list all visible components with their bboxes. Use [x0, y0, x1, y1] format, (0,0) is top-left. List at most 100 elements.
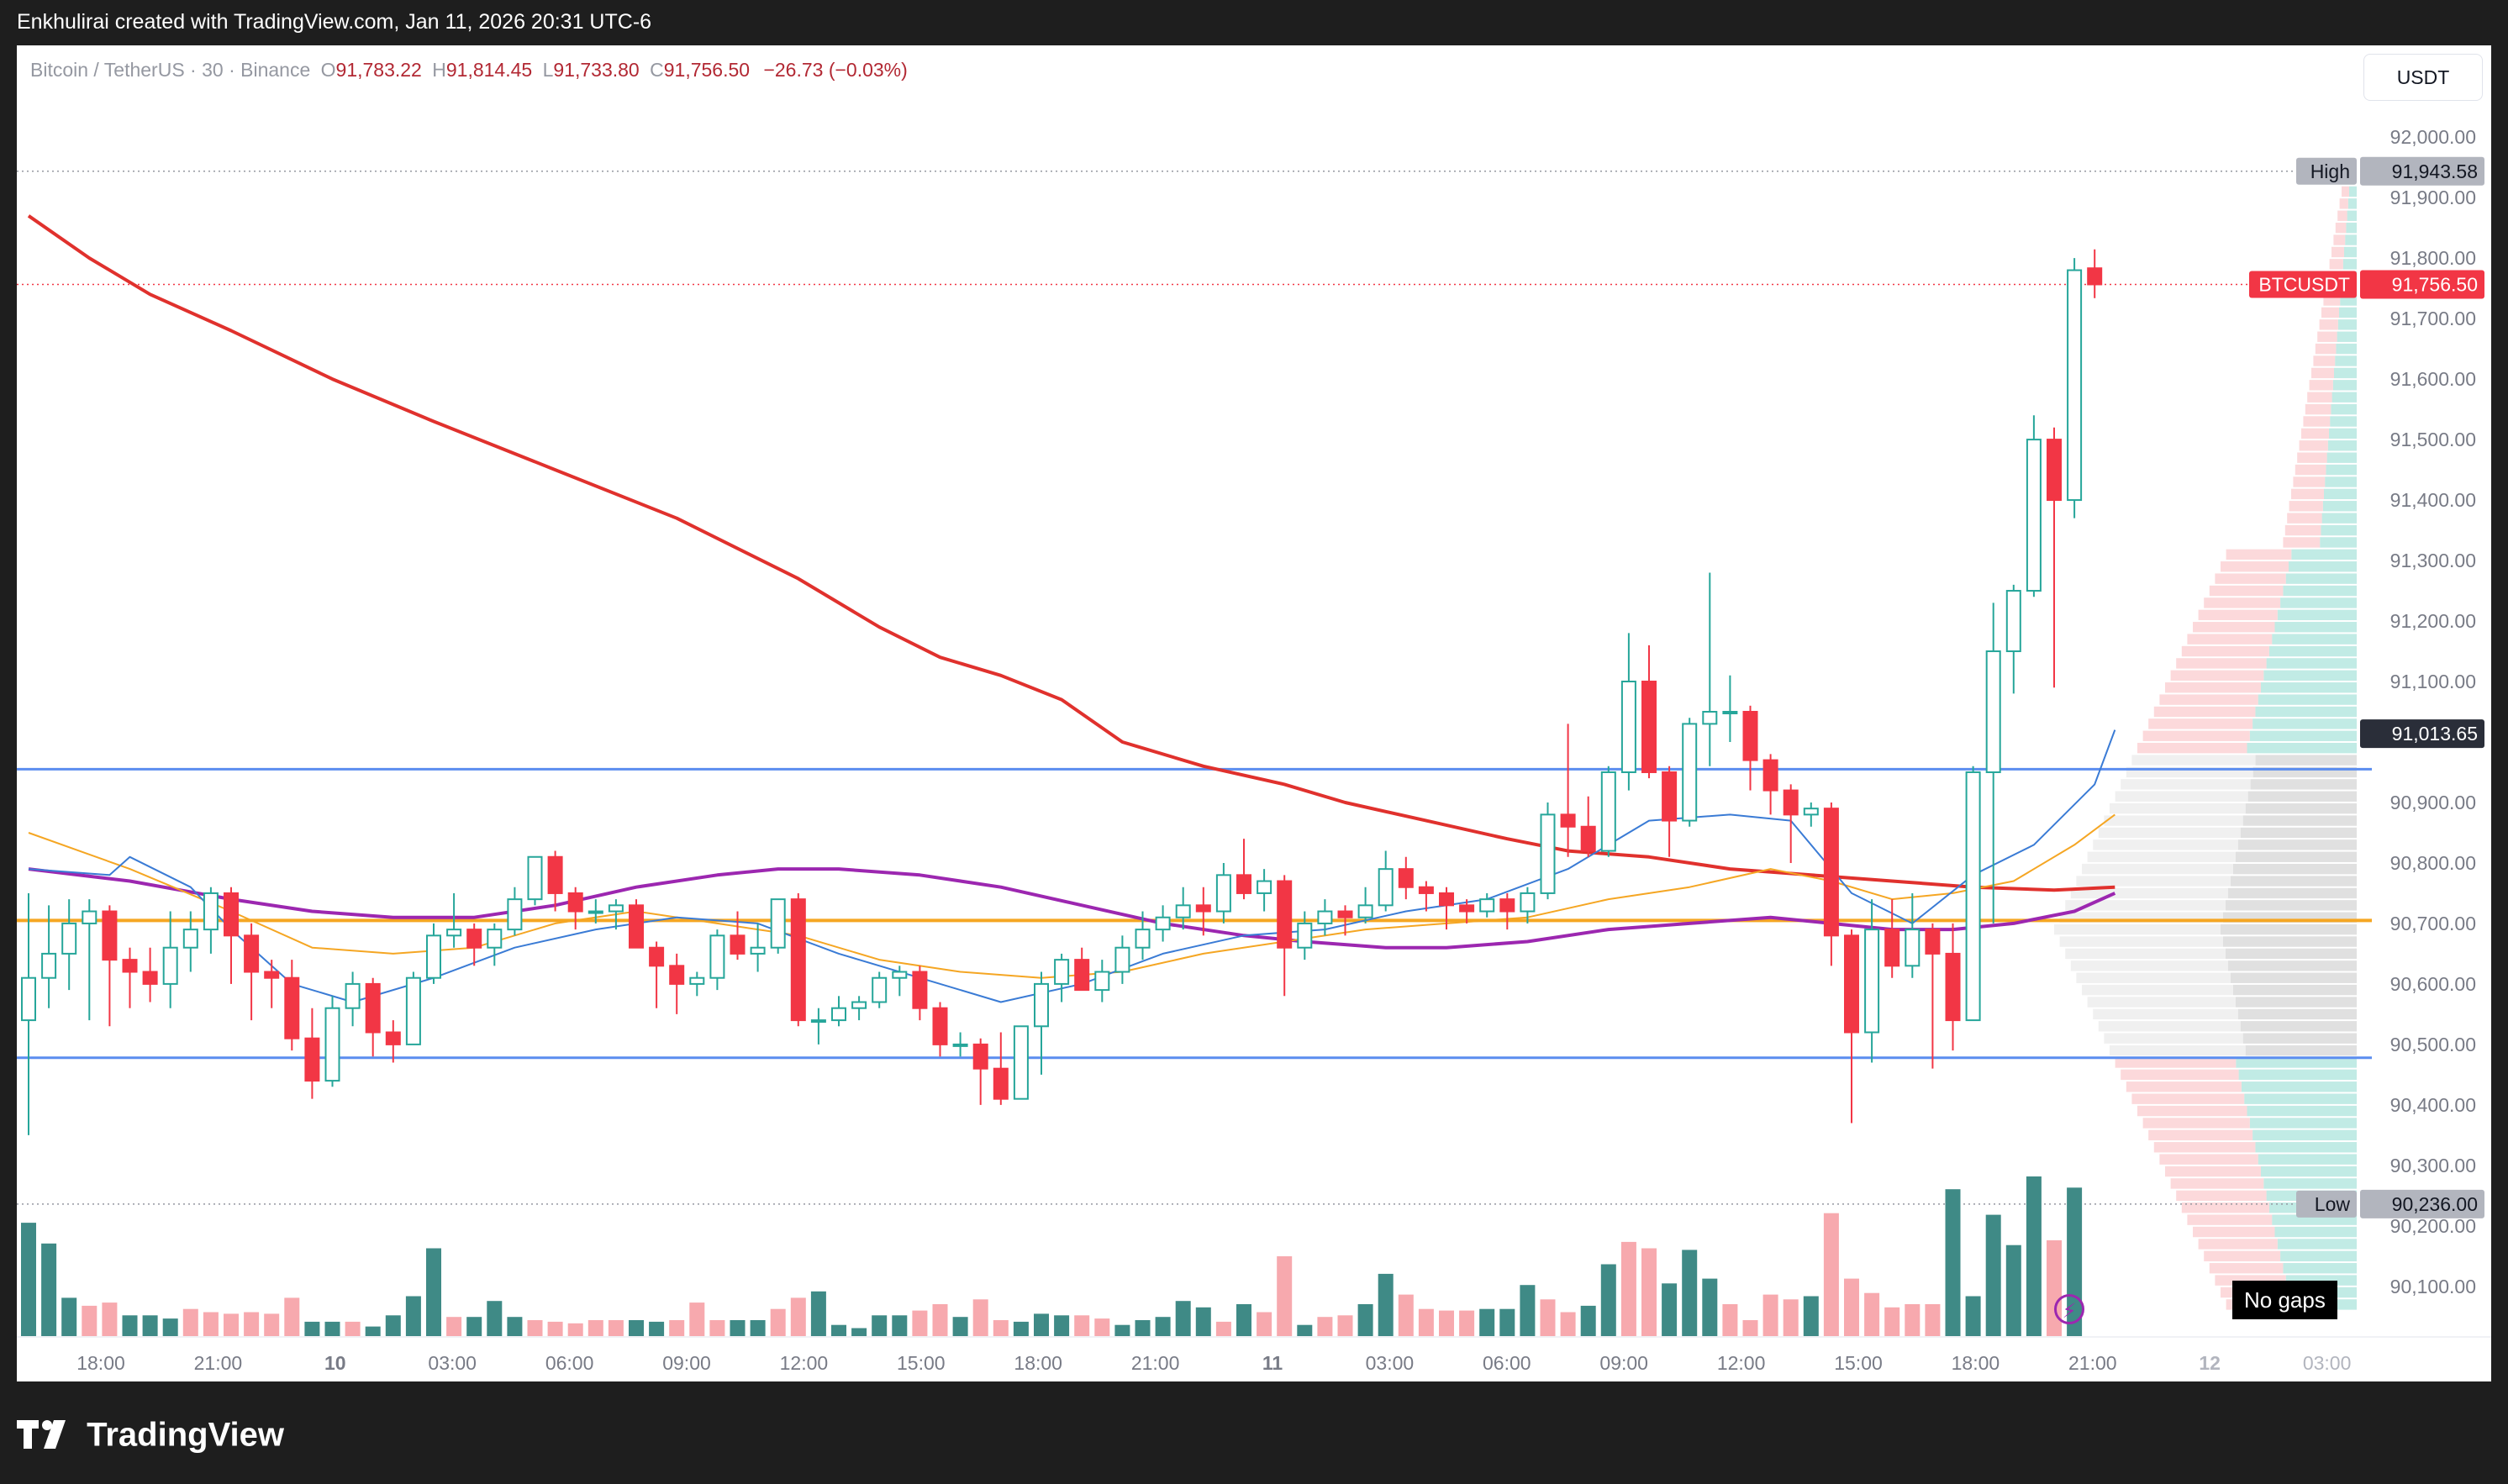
- volume-profile-bar: [2329, 428, 2357, 439]
- volume-bar: [567, 1323, 583, 1336]
- candle-down: [1762, 759, 1778, 792]
- volume-bar: [1195, 1307, 1211, 1336]
- volume-bar: [1925, 1304, 1941, 1336]
- volume-bar: [831, 1324, 846, 1336]
- candle-up: [1540, 813, 1556, 894]
- lightning-icon[interactable]: ⚡: [2054, 1294, 2084, 1324]
- volume-profile-bar: [2237, 1008, 2357, 1020]
- volume-bar: [1823, 1213, 1839, 1336]
- volume-profile-bar: [2311, 367, 2334, 379]
- volume-profile-bar: [2332, 380, 2357, 391]
- ma-purple-line: [28, 867, 2116, 950]
- candle-up: [1378, 868, 1394, 907]
- volume-bar: [1034, 1313, 1049, 1336]
- volume-profile-bar: [2303, 416, 2331, 427]
- candle-up: [1155, 916, 1171, 931]
- volume-profile-bar: [2349, 186, 2357, 197]
- volume-profile-bar: [2274, 1226, 2357, 1238]
- volume-profile-bar: [2309, 380, 2333, 391]
- volume-profile-bar: [2142, 730, 2250, 741]
- y-axis-tick-label: 90,700.00: [2390, 913, 2476, 934]
- volume-profile-bar: [2054, 924, 2221, 935]
- volume-bar: [405, 1296, 421, 1336]
- volume-profile-bar: [2204, 1250, 2281, 1262]
- volume-profile-bar: [2242, 815, 2357, 826]
- volume-profile-bar: [2087, 997, 2236, 1008]
- volume-profile-bar: [2261, 682, 2357, 693]
- candle-up: [689, 976, 705, 985]
- volume-bar: [1398, 1294, 1414, 1336]
- candle-down: [1195, 904, 1211, 913]
- candle-up: [831, 1007, 846, 1022]
- candle-down: [1499, 898, 1515, 913]
- close-label: C: [650, 59, 664, 81]
- volume-bar: [122, 1315, 138, 1336]
- candle-down: [1580, 825, 1596, 852]
- volume-bar: [1662, 1283, 1678, 1336]
- candle-up: [1357, 904, 1373, 918]
- volume-profile-bar: [2258, 1154, 2357, 1165]
- candle-down: [224, 892, 239, 937]
- volume-bar: [872, 1315, 888, 1336]
- volume-profile-bar: [2261, 1166, 2357, 1177]
- volume-profile-bar: [2065, 900, 2226, 911]
- volume-bar: [1884, 1307, 1900, 1336]
- volume-profile-bar: [2287, 513, 2322, 524]
- volume-profile-bar: [2159, 1154, 2258, 1165]
- volume-profile-bar: [2230, 876, 2357, 887]
- y-axis-tick-label: 92,000.00: [2390, 126, 2476, 148]
- volume-profile-bar: [2305, 403, 2331, 415]
- price-tag-value-bg: [2360, 719, 2484, 749]
- volume-profile-bar: [2165, 682, 2261, 693]
- volume-bar: [1236, 1304, 1251, 1336]
- x-axis-tick-label: 11: [1262, 1352, 1283, 1374]
- volume-profile-bar: [2247, 791, 2357, 802]
- candle-up: [1965, 771, 1981, 1022]
- candle-down: [304, 1037, 320, 1082]
- candle-down: [932, 1007, 948, 1045]
- symbol-label: Bitcoin / TetherUS · 30 · Binance: [30, 59, 311, 81]
- volume-bar: [892, 1315, 908, 1336]
- candle-up: [527, 855, 543, 901]
- volume-profile-bar: [2319, 319, 2338, 330]
- candle-up: [203, 892, 219, 931]
- tradingview-logo-icon: [17, 1420, 66, 1450]
- volume-bar: [162, 1318, 178, 1336]
- volume-bar: [1439, 1310, 1454, 1336]
- top-bar: Enkhulirai created with TradingView.com,…: [0, 0, 2508, 44]
- volume-profile-bar: [2110, 1045, 2246, 1056]
- candle-down: [2047, 439, 2062, 502]
- volume-bar: [750, 1320, 766, 1336]
- x-axis-tick-label: 03:00: [2303, 1352, 2352, 1374]
- candle-down: [1459, 904, 1475, 913]
- currency-unit-button[interactable]: USDT: [2363, 54, 2483, 101]
- high-value: 91,814.45: [445, 59, 533, 81]
- y-axis-tick-label: 91,300.00: [2390, 550, 2476, 571]
- volume-profile-bar: [2280, 597, 2357, 608]
- price-tag-name: High: [2310, 161, 2350, 182]
- volume-profile-bar: [2098, 827, 2241, 839]
- volume-profile-bar: [2209, 585, 2284, 597]
- volume-profile-bar: [2336, 343, 2357, 355]
- volume-bar: [142, 1315, 158, 1336]
- candle-down: [122, 959, 138, 973]
- volume-bar: [629, 1320, 644, 1336]
- volume-profile-bar: [2289, 561, 2357, 572]
- volume-profile-bar: [2255, 706, 2357, 718]
- volume-bar: [2026, 1176, 2042, 1336]
- candle-up: [1215, 874, 1231, 913]
- chart-area[interactable]: 92,000.00 91,900.00 91,800.00 91,700.00 91,6…: [17, 45, 2491, 1381]
- candlestick-chart[interactable]: 92,000.00 91,900.00 91,800.00 91,700.00 91,6…: [17, 45, 2491, 1381]
- volume-profile-bar: [2263, 1178, 2357, 1189]
- volume-bar: [1620, 1241, 1636, 1336]
- volume-profile-bar: [2268, 645, 2357, 657]
- volume-profile-bar: [2295, 464, 2326, 476]
- volume-bar: [1803, 1296, 1819, 1336]
- volume-profile-bar: [2221, 924, 2357, 935]
- volume-bar: [1560, 1312, 1576, 1336]
- volume-profile-bar: [2236, 1057, 2357, 1068]
- candle-up: [507, 898, 523, 931]
- candle-down: [385, 1031, 401, 1045]
- volume-profile-bar: [2087, 851, 2236, 862]
- volume-profile-bar: [2115, 1057, 2237, 1068]
